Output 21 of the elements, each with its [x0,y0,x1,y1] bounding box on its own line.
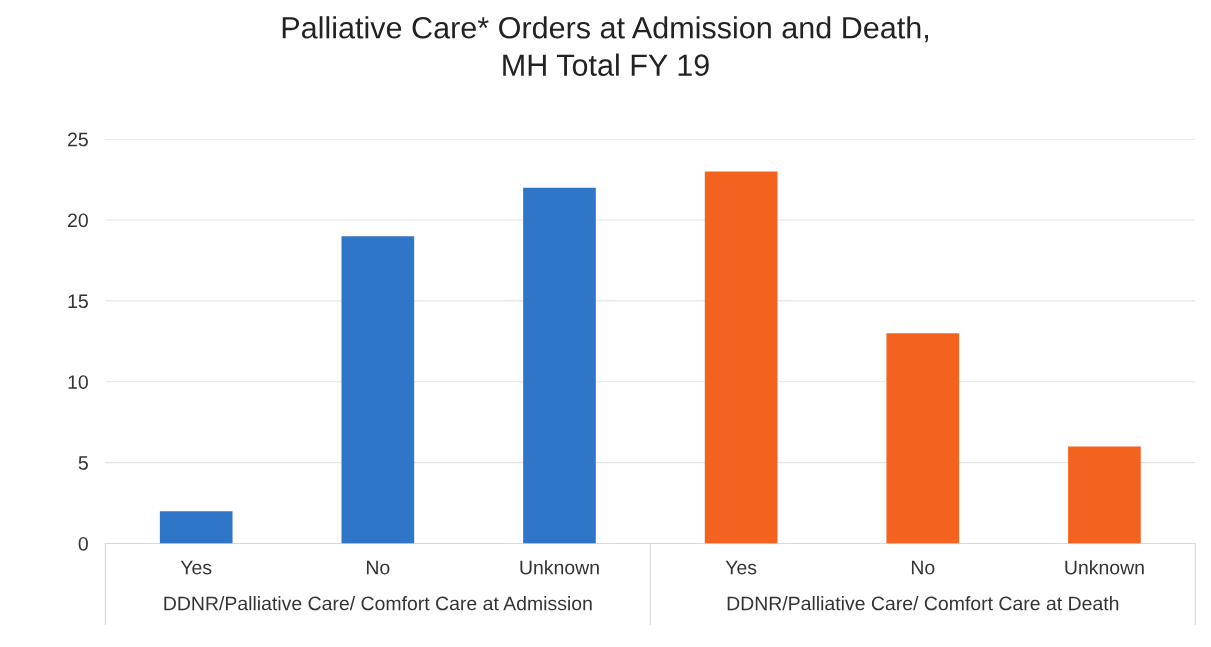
bar [1068,446,1141,544]
x-tick-label: Unknown [1065,560,1144,575]
bar [886,333,960,544]
x-tick-label: Unknown [520,560,599,575]
y-tick-label: 5 [78,456,88,470]
bar [159,511,233,544]
x-tick-label: No [367,560,390,575]
bar [704,171,778,544]
y-tick-label: 10 [68,375,88,389]
x-tick-label: No [911,560,935,575]
y-tick-label: 20 [68,213,88,228]
bar [523,187,596,544]
y-tick-label: 15 [68,294,88,309]
y-tick-label: 0 [78,536,88,551]
text: DDNR/Palliative Care/ Comfort Care at Admission [164,596,592,611]
bar [341,236,415,544]
y-tick-label: 25 [68,132,88,147]
x-tick-label: Yes [725,560,757,575]
x-tick-label: Yes [180,560,212,575]
text: DDNR/Palliative Care/ Comfort Care at Death [727,596,1119,611]
chart-title: Palliative Care* Orders at Admission and Death, MH Total FY 19 [282,16,929,76]
